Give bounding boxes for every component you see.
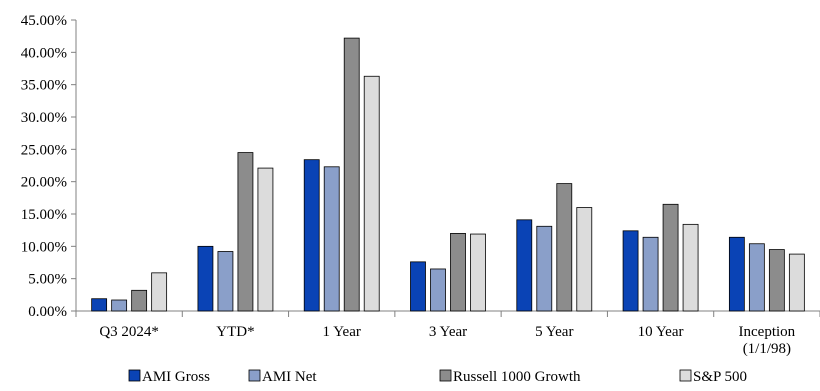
legend-label: S&P 500 <box>693 369 747 385</box>
bar <box>303 159 320 312</box>
bar <box>728 236 745 312</box>
bar <box>556 183 573 312</box>
bar <box>410 261 426 312</box>
bar <box>131 289 148 312</box>
bar <box>217 251 234 312</box>
x-tick-labels: Q3 2024* YTD* 1 Year 3 Year 5 Year 10 Year Inc… <box>99 324 795 357</box>
x-tick-label: 1 Year <box>323 324 361 340</box>
y-tick-label: 30.00% <box>21 110 67 126</box>
y-tick-label: 45.00% <box>21 13 67 29</box>
bar <box>662 203 679 312</box>
bar <box>430 268 446 312</box>
y-tick-label: 40.00% <box>21 45 67 61</box>
bar <box>576 207 593 312</box>
x-tick-label: 3 Year <box>429 324 467 340</box>
bar <box>323 166 340 312</box>
bar <box>257 167 274 312</box>
x-tick-label: Q3 2024* <box>99 324 159 340</box>
bar <box>343 37 360 312</box>
bar <box>768 249 785 312</box>
bar <box>622 230 639 312</box>
bars <box>91 37 805 312</box>
bar <box>197 245 214 312</box>
y-tick-label: 10.00% <box>21 239 67 255</box>
bar <box>237 152 254 312</box>
legend-swatch <box>248 369 261 382</box>
bar <box>151 272 168 312</box>
y-tick-label: 0.00% <box>28 304 67 320</box>
legend-label: AMI Gross <box>142 369 210 385</box>
legend-swatch <box>679 369 692 382</box>
y-tick-label: 20.00% <box>21 175 67 191</box>
bar <box>642 236 659 312</box>
bar <box>682 223 699 312</box>
x-tick-label: Inception <box>739 324 796 340</box>
y-tick-label: 25.00% <box>21 142 67 158</box>
bar <box>748 243 765 312</box>
legend-label: Russell 1000 Growth <box>453 369 581 385</box>
x-tick-label: 10 Year <box>638 324 684 340</box>
y-tick-label: 35.00% <box>21 78 67 94</box>
legend-label: AMI Net <box>262 369 317 385</box>
y-tick-label: 5.00% <box>28 272 67 288</box>
y-tick-label: 15.00% <box>21 207 67 223</box>
x-tick-label: 5 Year <box>535 324 573 340</box>
legend: AMI Gross AMI Net Russell 1000 Growth S&P 5… <box>128 369 747 385</box>
bar <box>536 225 553 312</box>
bar <box>788 253 805 312</box>
x-tick-label: (1/1/98) <box>743 341 791 357</box>
bar <box>111 299 128 312</box>
x-tick-label: YTD* <box>216 324 254 340</box>
bar <box>516 219 533 312</box>
bar <box>363 75 380 312</box>
bar <box>91 298 108 312</box>
bar <box>470 233 486 312</box>
bar <box>450 232 466 312</box>
legend-swatch <box>439 369 452 382</box>
y-tick-labels: 0.00% 5.00% 10.00% 15.00% 20.00% 25.00% 30.00%… <box>21 13 67 320</box>
legend-swatch <box>128 369 141 382</box>
